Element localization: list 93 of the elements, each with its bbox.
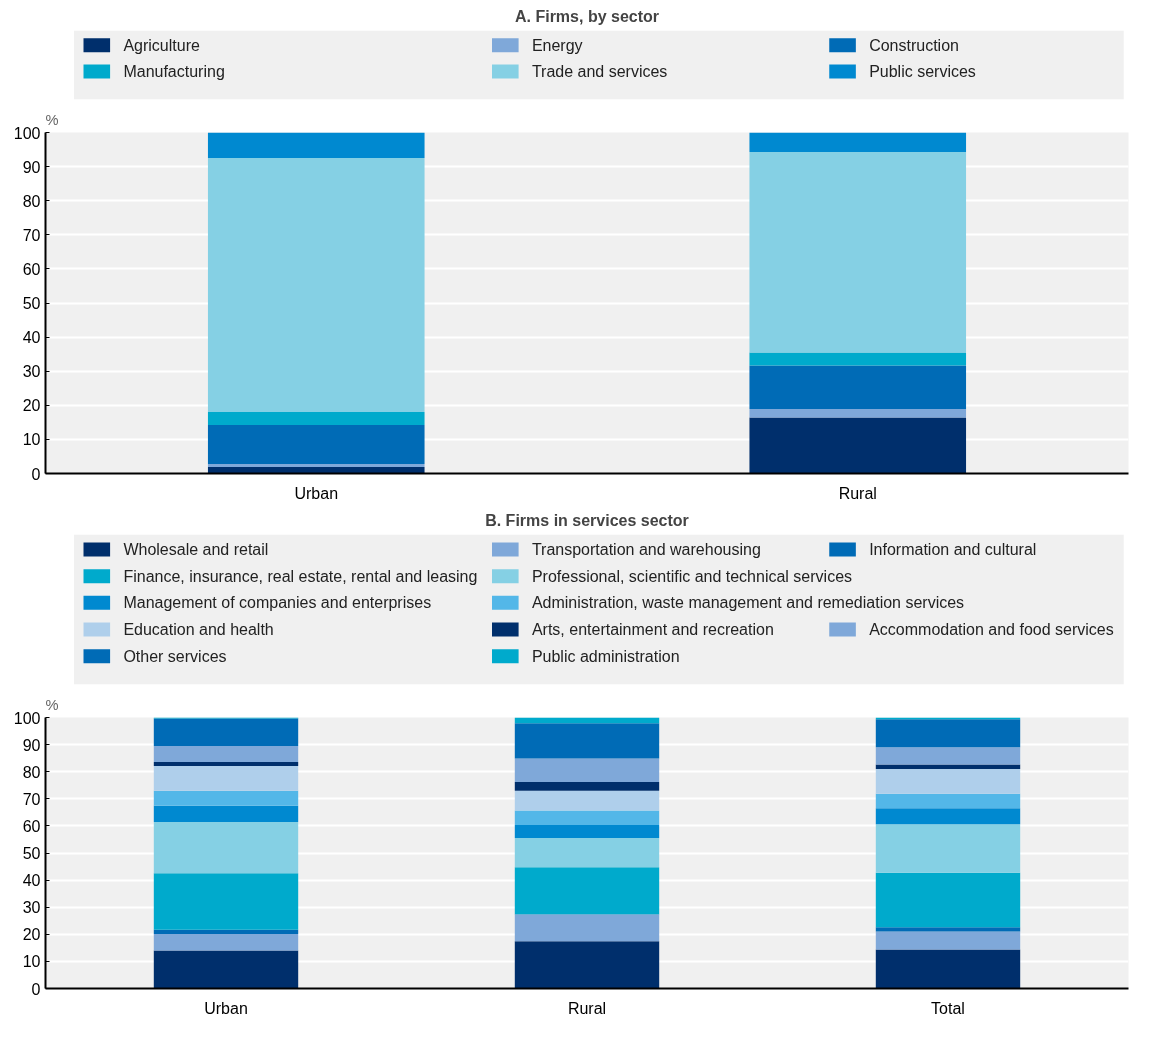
bar xyxy=(153,790,299,806)
y-tick-label: 100 xyxy=(13,709,41,727)
legend-label: Construction xyxy=(869,36,959,54)
y-tick-label: 40 xyxy=(22,329,41,347)
bar xyxy=(153,929,299,935)
legend-label: Other services xyxy=(123,647,227,665)
y-tick-label: 90 xyxy=(22,736,41,754)
y-tick-label: 10 xyxy=(22,953,41,971)
x-tick-label: Rural xyxy=(567,999,607,1017)
bar xyxy=(875,872,1021,928)
y-axis-title: % xyxy=(45,696,59,713)
y-tick-label: 80 xyxy=(22,192,41,210)
bar xyxy=(153,761,299,767)
bar xyxy=(514,810,660,826)
bar xyxy=(875,808,1021,825)
bar xyxy=(749,352,967,366)
legend-label: Administration, waste management and remediation services xyxy=(531,594,965,612)
bar xyxy=(153,718,299,746)
bar xyxy=(153,805,299,823)
legend-label: Manufacturing xyxy=(123,63,225,81)
bar xyxy=(153,873,299,930)
bar xyxy=(514,782,660,791)
y-tick-label: 50 xyxy=(22,295,41,312)
y-tick-label: 50 xyxy=(22,845,41,862)
legend-label: Energy xyxy=(531,36,583,54)
legend-label: Accommodation and food services xyxy=(869,621,1114,638)
y-tick-label: 30 xyxy=(22,899,41,917)
x-tick-label: Urban xyxy=(204,999,248,1017)
bar xyxy=(875,824,1021,873)
x-tick-label: Urban xyxy=(294,484,339,502)
y-tick-label: 0 xyxy=(31,980,41,998)
bar xyxy=(514,914,660,942)
bar xyxy=(153,822,299,874)
legend-label: Transportation and warehousing xyxy=(531,541,761,558)
legend-label: Wholesale and retail xyxy=(123,541,269,558)
chart-title: B. Firms in services sector xyxy=(485,511,689,529)
y-tick-label: 80 xyxy=(22,763,41,781)
chart-title: A. Firms, by sector xyxy=(514,7,660,25)
y-tick-label: 70 xyxy=(22,790,41,808)
bar xyxy=(875,747,1021,765)
bar xyxy=(153,934,299,951)
bar xyxy=(207,425,425,464)
bar xyxy=(875,927,1021,932)
y-tick-label: 100 xyxy=(13,124,41,142)
bar xyxy=(749,365,967,410)
x-tick-label: Total xyxy=(931,999,965,1017)
y-tick-label: 90 xyxy=(22,158,41,176)
legend-label: Arts, entertainment and recreation xyxy=(531,621,774,638)
bar xyxy=(749,417,967,474)
y-axis-title: % xyxy=(45,111,59,128)
y-tick-label: 30 xyxy=(22,363,41,381)
bar xyxy=(514,867,660,915)
x-tick-label: Rural xyxy=(838,484,877,502)
bar xyxy=(875,768,1021,794)
legend-label: Trade and services xyxy=(531,63,668,81)
legend-label: Management of companies and enterprises xyxy=(123,594,432,612)
bar xyxy=(514,838,660,868)
bar xyxy=(749,151,967,353)
bar xyxy=(749,132,967,152)
y-tick-label: 60 xyxy=(22,817,41,835)
bar xyxy=(749,409,967,418)
legend-label: Education and health xyxy=(123,621,274,638)
bar xyxy=(207,463,425,468)
bar xyxy=(514,790,660,811)
bar xyxy=(875,719,1021,748)
y-tick-label: 20 xyxy=(22,397,41,415)
bar xyxy=(153,950,299,989)
legend-label: Finance, insurance, real estate, rental and leasing xyxy=(123,567,478,585)
y-tick-label: 10 xyxy=(22,431,41,449)
bar xyxy=(875,949,1021,989)
bar xyxy=(875,793,1021,809)
bar xyxy=(875,764,1021,769)
legend-label: Public services xyxy=(869,63,976,81)
bar xyxy=(207,132,425,159)
y-tick-label: 40 xyxy=(22,872,41,890)
legend-label: Information and cultural xyxy=(869,541,1037,558)
legend-label: Professional, scientific and technical services xyxy=(531,567,853,585)
y-tick-label: 0 xyxy=(31,465,41,483)
bar xyxy=(514,723,660,759)
y-tick-label: 60 xyxy=(22,260,41,278)
bar xyxy=(207,158,425,413)
bar xyxy=(207,412,425,426)
y-tick-label: 70 xyxy=(22,226,41,244)
bar xyxy=(153,745,299,762)
bar xyxy=(514,758,660,782)
legend-label: Agriculture xyxy=(123,36,200,54)
bar xyxy=(514,941,660,989)
bar xyxy=(207,467,425,474)
bar xyxy=(875,931,1021,950)
bar xyxy=(153,766,299,791)
bar xyxy=(514,825,660,839)
legend-label: Public administration xyxy=(531,647,680,665)
y-tick-label: 20 xyxy=(22,926,41,944)
